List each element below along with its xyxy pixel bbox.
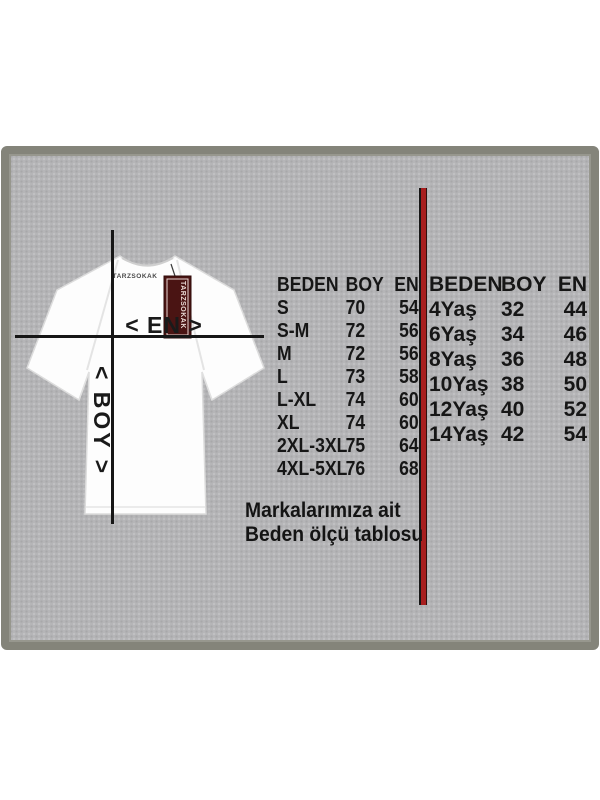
table-row: XL 74 60 <box>277 412 419 434</box>
kids-table-header: BEDEN BOY EN <box>429 273 587 297</box>
table-row: 4XL-5XL 76 68 <box>277 458 419 480</box>
table-row: L 73 58 <box>277 366 419 388</box>
collar-brand-label: TARZSOKAK <box>113 273 158 280</box>
table-row: 8Yaş 36 48 <box>429 347 587 371</box>
caption-line-2: Beden ölçü tablosu <box>245 523 424 546</box>
table-row: M 72 56 <box>277 343 419 365</box>
tshirt-illustration: TARZSOKAK TARZSOKAK <box>26 255 265 515</box>
col-header-beden: BEDEN <box>429 273 503 296</box>
table-row: 6Yaş 34 46 <box>429 322 587 346</box>
table-row: 14Yaş 42 54 <box>429 422 587 446</box>
col-header-boy: BOY <box>501 273 547 296</box>
table-row: 4Yaş 32 44 <box>429 297 587 321</box>
table-row: 2XL-3XL 75 64 <box>277 435 419 457</box>
hang-tag-brand-label: TARZSOKAK <box>179 281 186 329</box>
boy-measure-line <box>111 230 114 524</box>
boy-height-label: < BOY > <box>89 365 115 477</box>
table-row: S 70 54 <box>277 297 419 319</box>
table-row: 12Yaş 40 52 <box>429 397 587 421</box>
table-divider-line <box>419 188 427 605</box>
en-width-label: < EN > <box>125 312 203 338</box>
hang-tag: TARZSOKAK <box>163 263 192 339</box>
col-header-en: EN <box>394 273 419 296</box>
col-header-en: EN <box>557 273 587 296</box>
chart-caption: Markalarımıza ait Beden ölçü tablosu <box>245 499 424 547</box>
col-header-boy: BOY <box>345 273 384 296</box>
textured-panel: TARZSOKAK TARZSOKAK <box>1 146 599 650</box>
en-measure-line <box>15 335 264 338</box>
col-header-beden: BEDEN <box>277 273 339 296</box>
adult-table-header: BEDEN BOY EN <box>277 273 419 297</box>
table-row: S-M 72 56 <box>277 320 419 342</box>
caption-line-1: Markalarımıza ait <box>245 499 401 522</box>
collar-seam <box>121 257 174 267</box>
adult-size-table: BEDEN BOY EN S 70 54 S-M 72 56 M 72 56 L… <box>277 273 419 481</box>
hang-tag-string <box>170 263 176 277</box>
tshirt-body <box>26 255 265 515</box>
kids-size-table: BEDEN BOY EN 4Yaş 32 44 6Yaş 34 46 8Yaş … <box>429 273 587 447</box>
table-row: L-XL 74 60 <box>277 389 419 411</box>
table-row: 10Yaş 38 50 <box>429 372 587 396</box>
